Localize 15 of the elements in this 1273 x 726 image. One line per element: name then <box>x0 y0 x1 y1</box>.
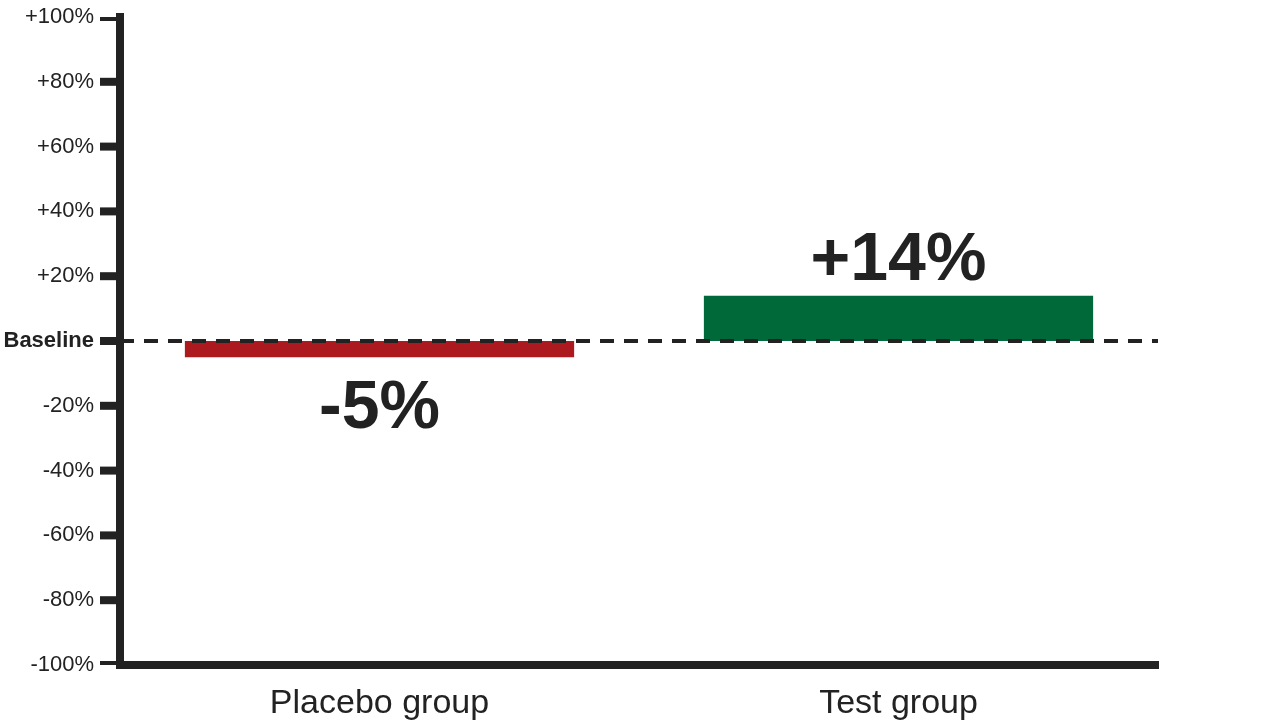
y-tick-label: -40% <box>42 456 94 482</box>
y-tick-label: -100% <box>30 651 94 677</box>
y-tick-label: +100% <box>24 3 94 29</box>
y-tick-label: +40% <box>37 197 94 223</box>
y-tick-label: +60% <box>37 132 94 158</box>
x-tick-label: Placebo group <box>269 681 490 720</box>
data-label: +14% <box>810 217 987 294</box>
y-tick-label: +80% <box>37 67 94 93</box>
y-tick-label: -20% <box>42 391 94 417</box>
data-label: -5% <box>319 365 440 442</box>
y-tick-label: -80% <box>42 586 94 612</box>
y-tick-label: Baseline <box>3 327 94 353</box>
y-tick-label: -60% <box>42 521 94 547</box>
y-tick-label: +20% <box>37 262 94 288</box>
x-tick-label: Test group <box>819 681 978 720</box>
